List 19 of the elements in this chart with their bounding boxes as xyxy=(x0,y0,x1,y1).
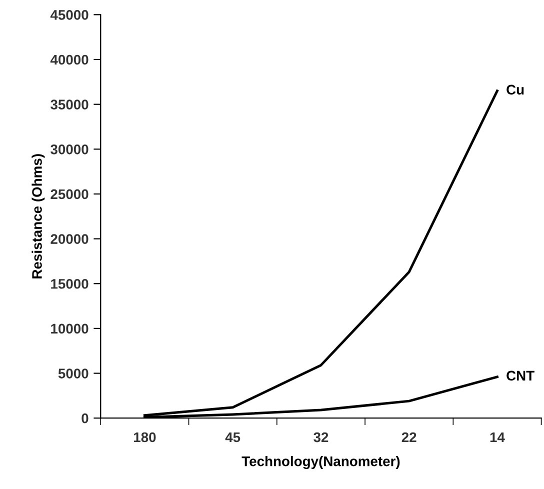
y-tick-label: 15000 xyxy=(51,278,88,289)
x-tick-label: 32 xyxy=(314,432,328,442)
x-tick-label: 180 xyxy=(134,432,156,442)
x-tick-label: 45 xyxy=(225,432,240,442)
y-tick-label: 0 xyxy=(82,413,88,424)
y-tick-label: 30000 xyxy=(50,144,88,154)
y-tick-label: 25000 xyxy=(50,189,88,200)
y-tick-label: 20000 xyxy=(50,234,88,244)
y-tick-label: 35000 xyxy=(50,100,88,110)
x-tick-label: 14 xyxy=(490,432,505,442)
y-axis-title: Resistance (Ohms) xyxy=(32,154,45,278)
series-label: CNT xyxy=(506,370,534,381)
x-tick-label: 22 xyxy=(402,432,416,442)
series-label: Cu xyxy=(506,84,524,95)
y-tick-label: 40000 xyxy=(50,54,88,65)
y-tick-label: 45000 xyxy=(50,10,88,20)
x-axis-title: Technology(Nanometer) xyxy=(242,456,400,470)
y-tick-label: 10000 xyxy=(51,324,88,334)
y-tick-label: 5000 xyxy=(58,368,88,378)
